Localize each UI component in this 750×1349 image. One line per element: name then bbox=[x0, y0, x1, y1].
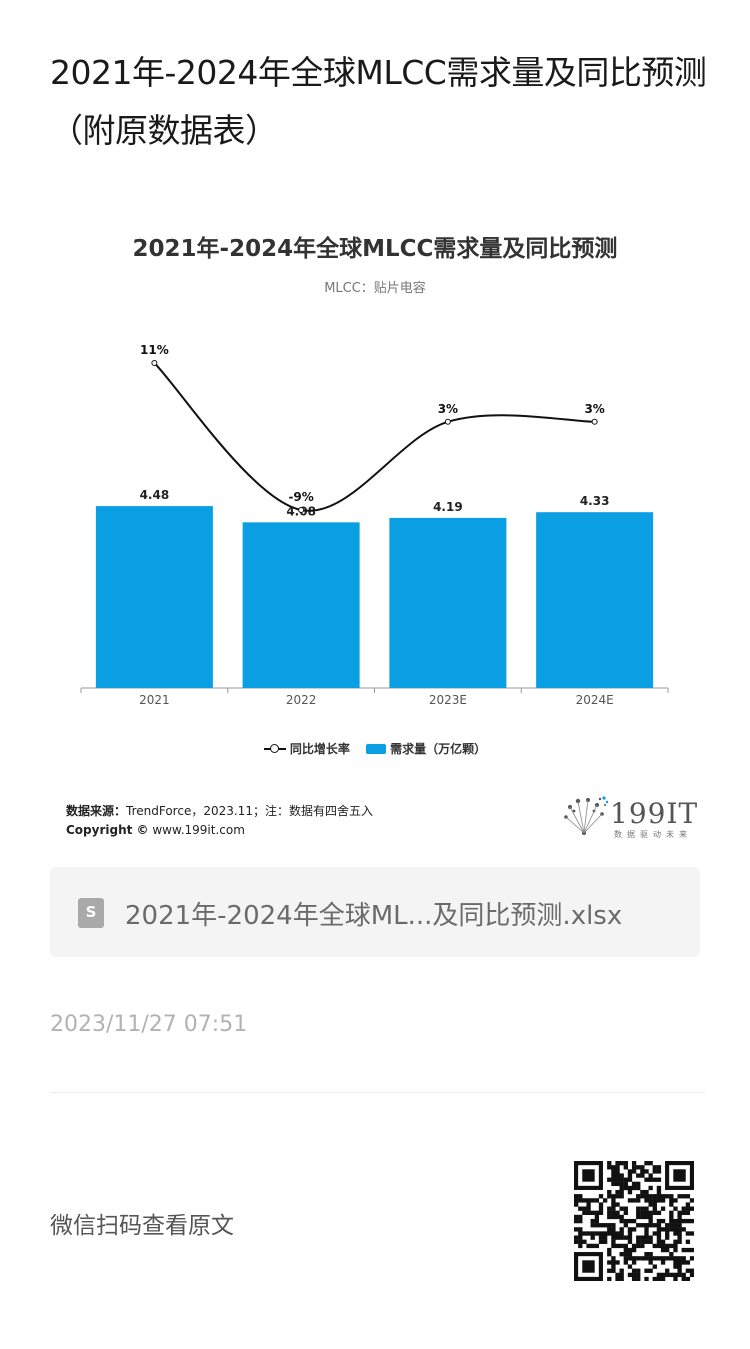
qr-code-icon[interactable] bbox=[574, 1161, 694, 1281]
logo-dandelion-icon bbox=[564, 796, 608, 835]
bar-line-chart: 4.4820214.0820224.192023E4.332024E11%-9%… bbox=[80, 343, 669, 707]
growth-rate-label: 3% bbox=[584, 402, 604, 416]
spreadsheet-file-icon: S bbox=[78, 898, 104, 928]
x-tick-label: 2022 bbox=[286, 693, 317, 707]
legend-line-marker-icon bbox=[263, 743, 286, 754]
copyright-note: Copyright © www.199it.com bbox=[66, 823, 245, 837]
divider bbox=[50, 1092, 705, 1093]
bar-2023E bbox=[389, 517, 507, 688]
growth-rate-point bbox=[298, 507, 305, 513]
bar-value-label: 4.48 bbox=[140, 488, 170, 502]
growth-rate-line bbox=[153, 362, 595, 512]
growth-rate-point bbox=[444, 418, 451, 425]
bar-value-label: 4.19 bbox=[433, 500, 463, 514]
copyright-text: www.199it.com bbox=[148, 823, 245, 837]
copyright-label: Copyright © bbox=[66, 823, 149, 837]
x-tick-label: 2021 bbox=[139, 693, 170, 707]
x-tick-label: 2024E bbox=[576, 693, 614, 707]
attachment-filename[interactable]: 2021年-2024年全球ML...及同比预测.xlsx bbox=[125, 901, 623, 931]
bar-value-label: 4.33 bbox=[580, 494, 610, 508]
source-note: 数据来源：TrendForce，2023.11；注：数据有四舍五入 bbox=[66, 802, 373, 819]
scan-prompt: 微信扫码查看原文 bbox=[50, 1213, 234, 1239]
legend-item-growth: 同比增长率 bbox=[263, 740, 350, 757]
chart-title: 2021年-2024年全球MLCC需求量及同比预测 bbox=[132, 236, 618, 262]
growth-rate-point bbox=[151, 360, 158, 366]
publish-timestamp: 2023/11/27 07:51 bbox=[50, 1012, 248, 1037]
article-title: 2021年-2024年全球MLCC需求量及同比预测（附原数据表） bbox=[50, 53, 707, 150]
logo-tagline: 数据驱动未来 bbox=[614, 830, 692, 839]
growth-rate-label: -9% bbox=[288, 490, 313, 504]
growth-rate-point bbox=[591, 418, 598, 425]
growth-rate-label: 3% bbox=[438, 402, 458, 416]
file-icon-letter: S bbox=[85, 903, 97, 921]
growth-rate-label: 11% bbox=[140, 343, 169, 357]
bar-2022 bbox=[242, 522, 360, 688]
legend-bar-swatch-icon bbox=[366, 743, 387, 754]
legend-item-demand: 需求量（万亿颗） bbox=[366, 740, 486, 757]
bar-2021 bbox=[95, 506, 213, 688]
attachment-card[interactable]: S 2021年-2024年全球ML...及同比预测.xlsx bbox=[50, 867, 700, 957]
bar-2024E bbox=[536, 512, 654, 688]
chart-image[interactable]: 4.4820214.0820224.192023E4.332024E11%-9%… bbox=[50, 205, 700, 845]
logo-text: 199IT bbox=[610, 797, 699, 830]
chart-legend: 同比增长率 需求量（万亿颗） bbox=[50, 740, 700, 757]
chart-subtitle: MLCC：贴片电容 bbox=[324, 281, 426, 296]
199it-logo: 199IT 数据驱动未来 bbox=[560, 795, 699, 843]
source-label: 数据来源： bbox=[66, 804, 127, 818]
source-text: TrendForce，2023.11；注：数据有四舍五入 bbox=[126, 804, 373, 818]
x-tick-label: 2023E bbox=[429, 693, 467, 707]
legend-label-growth: 同比增长率 bbox=[289, 742, 350, 756]
legend-label-demand: 需求量（万亿颗） bbox=[390, 742, 487, 756]
